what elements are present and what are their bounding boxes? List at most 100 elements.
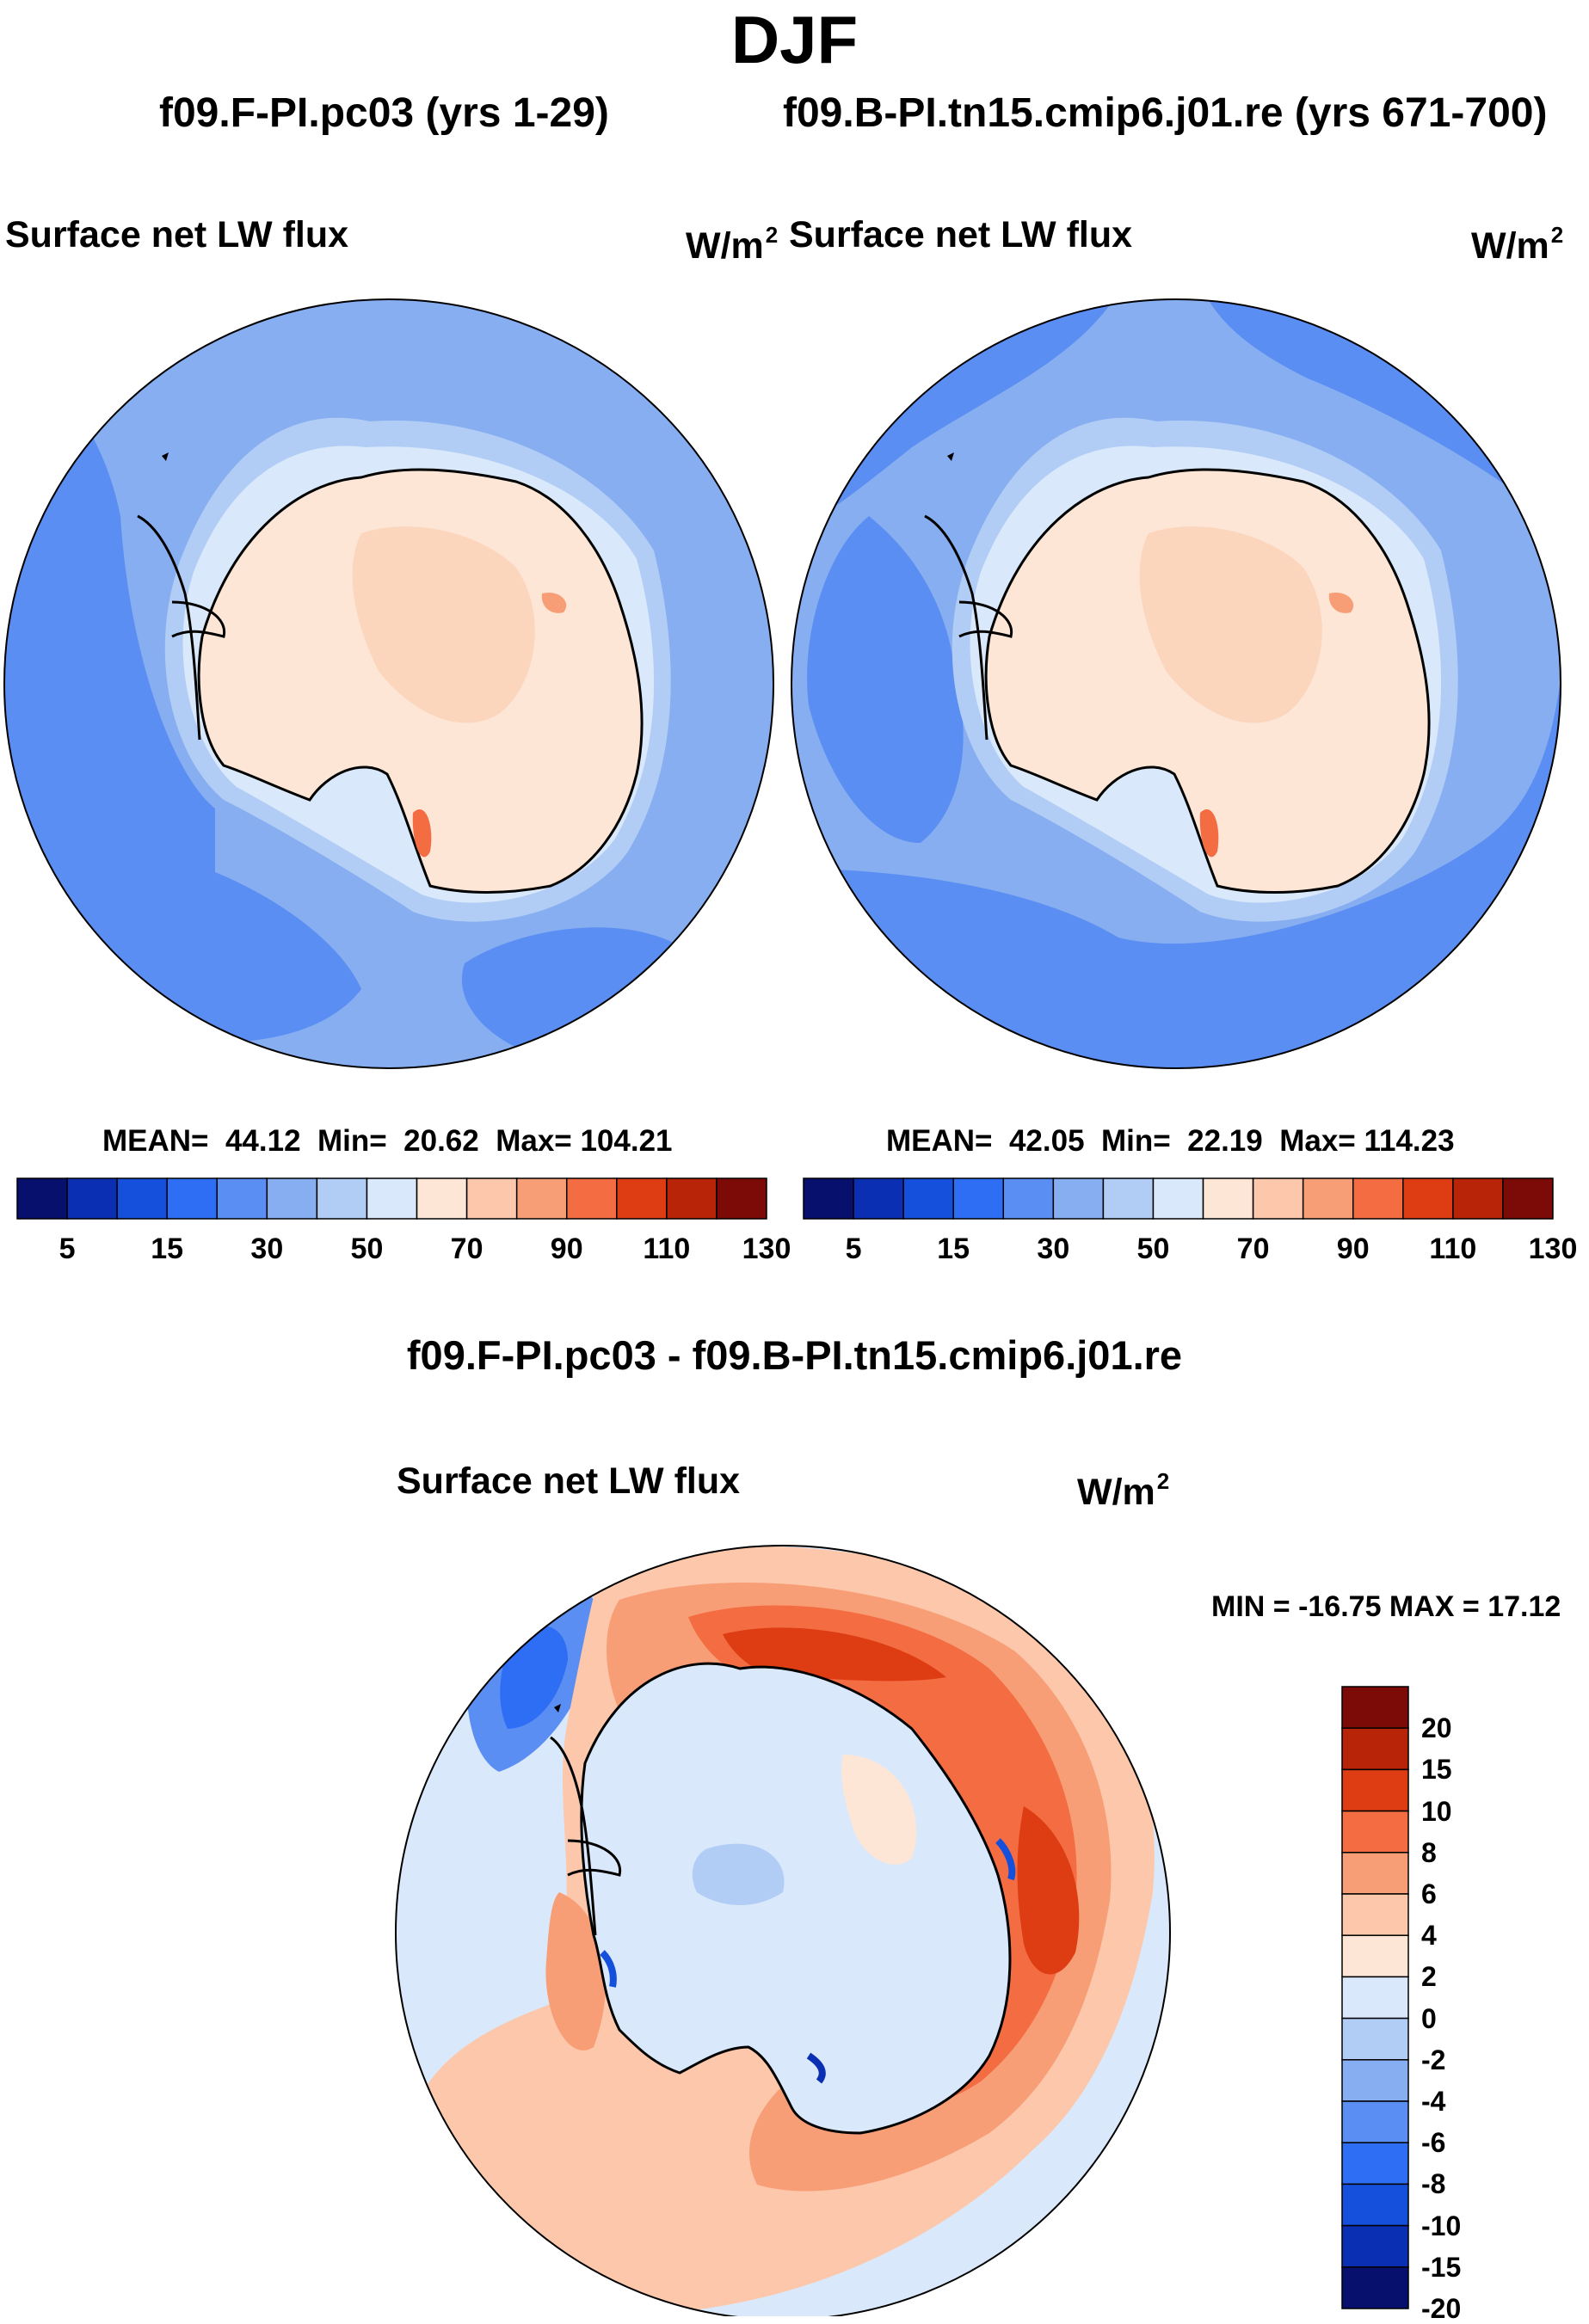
antarctic-peninsula [137, 514, 201, 741]
colorbar-swatch [1341, 2100, 1409, 2143]
colorbar-swatch [616, 1177, 668, 1220]
colorbar-swatch [1252, 1177, 1304, 1220]
colorbar-swatch [1102, 1177, 1155, 1220]
colorbar-swatch [166, 1177, 219, 1220]
colorbar-tick-label: 10 [1421, 1795, 1452, 1827]
colorbar-swatch [1341, 2059, 1409, 2102]
colorbar-swatch [266, 1177, 318, 1220]
colorbar-tick-label: 20 [1421, 1712, 1452, 1744]
colorbar-swatch [16, 1177, 68, 1220]
colorbar-tick-label: 130 [1528, 1233, 1578, 1265]
colorbar-swatch [1341, 1810, 1409, 1854]
region-warm-flux [1328, 593, 1354, 613]
colorbar-tick-label: 50 [1136, 1233, 1170, 1265]
region-max-positive [1017, 1806, 1080, 1975]
right-stats: MEAN= 42.05 Min= 22.19 Max= 114.23 [886, 1124, 1455, 1158]
colorbar-tick-label: 6 [1421, 1878, 1437, 1909]
right-polar-map [791, 299, 1561, 1068]
colorbar-swatch [1402, 1177, 1454, 1220]
colorbar-tick-label: 5 [59, 1233, 76, 1265]
colorbar-swatch [1341, 1934, 1409, 1978]
colorbar-tick-label: 30 [1037, 1233, 1070, 1265]
colorbar-swatch [1341, 1768, 1409, 1812]
region-slight-positive [841, 1755, 917, 1865]
diff-polar-map [396, 1546, 1170, 2316]
colorbar-tick-label: -15 [1421, 2251, 1462, 2283]
colorbar-swatch [1002, 1177, 1055, 1220]
colorbar-tick-label: 15 [151, 1233, 184, 1265]
colorbar-swatch [1052, 1177, 1105, 1220]
colorbar-tick-label: 15 [1421, 1754, 1452, 1786]
left-run-title: f09.F-PI.pc03 (yrs 1-29) [159, 90, 609, 136]
coastal-negative-band [806, 2052, 826, 2084]
colorbar-tick-label: -4 [1421, 2086, 1446, 2117]
right-colorbar [803, 1177, 1554, 1220]
region-warm-flux [1139, 526, 1322, 723]
ice-shelf-outline [958, 600, 1013, 638]
colorbar-tick-label: 90 [550, 1233, 583, 1265]
right-unit-label: W/m2 [1471, 222, 1564, 267]
diff-minmax: MIN = -16.75 MAX = 17.12 [1211, 1590, 1561, 1623]
colorbar-swatch [1341, 2017, 1409, 2061]
colorbar-swatch [1152, 1177, 1204, 1220]
colorbar-tick-label: -8 [1421, 2168, 1446, 2200]
colorbar-swatch [952, 1177, 1005, 1220]
colorbar-swatch [1502, 1177, 1554, 1220]
colorbar-swatch [66, 1177, 118, 1220]
colorbar-swatch [565, 1177, 618, 1220]
colorbar-swatch [853, 1177, 904, 1220]
left-map-border [3, 298, 774, 1069]
diff-colorbar [1341, 1686, 1409, 2309]
colorbar-tick-label: 50 [350, 1233, 384, 1265]
ice-shelf-outline [567, 1839, 622, 1877]
region-high-flux [1199, 809, 1219, 858]
island-marker [162, 452, 169, 461]
left-stats: MEAN= 44.12 Min= 20.62 Max= 104.21 [102, 1124, 673, 1158]
colorbar-swatch [416, 1177, 468, 1220]
right-variable-label: Surface net LW flux [789, 214, 1133, 255]
colorbar-swatch [465, 1177, 518, 1220]
season-title: DJF [730, 2, 859, 77]
ice-shelf-outline [171, 600, 226, 638]
colorbar-swatch [116, 1177, 168, 1220]
right-run-title: f09.B-PI.tn15.cmip6.j01.re (yrs 671-700) [783, 90, 1548, 136]
colorbar-swatch [515, 1177, 568, 1220]
colorbar-swatch [1202, 1177, 1254, 1220]
colorbar-swatch [1341, 1686, 1409, 1729]
colorbar-tick-label: 70 [1236, 1233, 1270, 1265]
region-negative [692, 1843, 785, 1905]
region-high-flux [412, 809, 432, 858]
island-marker [554, 1704, 561, 1712]
colorbar-swatch [1341, 2183, 1409, 2227]
colorbar-swatch [666, 1177, 718, 1220]
colorbar-swatch [1452, 1177, 1504, 1220]
diff-unit-label: W/m2 [1077, 1468, 1170, 1513]
colorbar-swatch [1341, 1976, 1409, 2020]
colorbar-tick-label: 15 [937, 1233, 970, 1265]
colorbar-swatch [366, 1177, 418, 1220]
colorbar-swatch [1352, 1177, 1404, 1220]
colorbar-swatch [216, 1177, 268, 1220]
colorbar-swatch [1341, 1852, 1409, 1895]
colorbar-swatch [1302, 1177, 1354, 1220]
region-warm-flux [541, 593, 567, 613]
coastal-negative-band [600, 1950, 617, 1988]
colorbar-tick-label: -2 [1421, 2044, 1446, 2075]
colorbar-tick-label: 4 [1421, 1920, 1437, 1952]
antarctic-peninsula [550, 1736, 597, 1936]
colorbar-swatch [316, 1177, 368, 1220]
colorbar-tick-label: 8 [1421, 1836, 1437, 1868]
colorbar-swatch [902, 1177, 954, 1220]
left-polar-map [4, 299, 773, 1068]
antarctica-continent [580, 1662, 1012, 2135]
colorbar-tick-label: 110 [643, 1233, 691, 1265]
island-marker [947, 452, 954, 461]
coastal-negative-band [995, 1838, 1016, 1881]
colorbar-tick-label: -10 [1421, 2210, 1462, 2241]
colorbar-tick-label: 30 [250, 1233, 284, 1265]
colorbar-swatch [716, 1177, 767, 1220]
antarctic-peninsula [924, 514, 989, 741]
colorbar-swatch [1341, 2142, 1409, 2186]
colorbar-tick-label: 0 [1421, 2002, 1437, 2034]
colorbar-tick-label: 70 [450, 1233, 483, 1265]
